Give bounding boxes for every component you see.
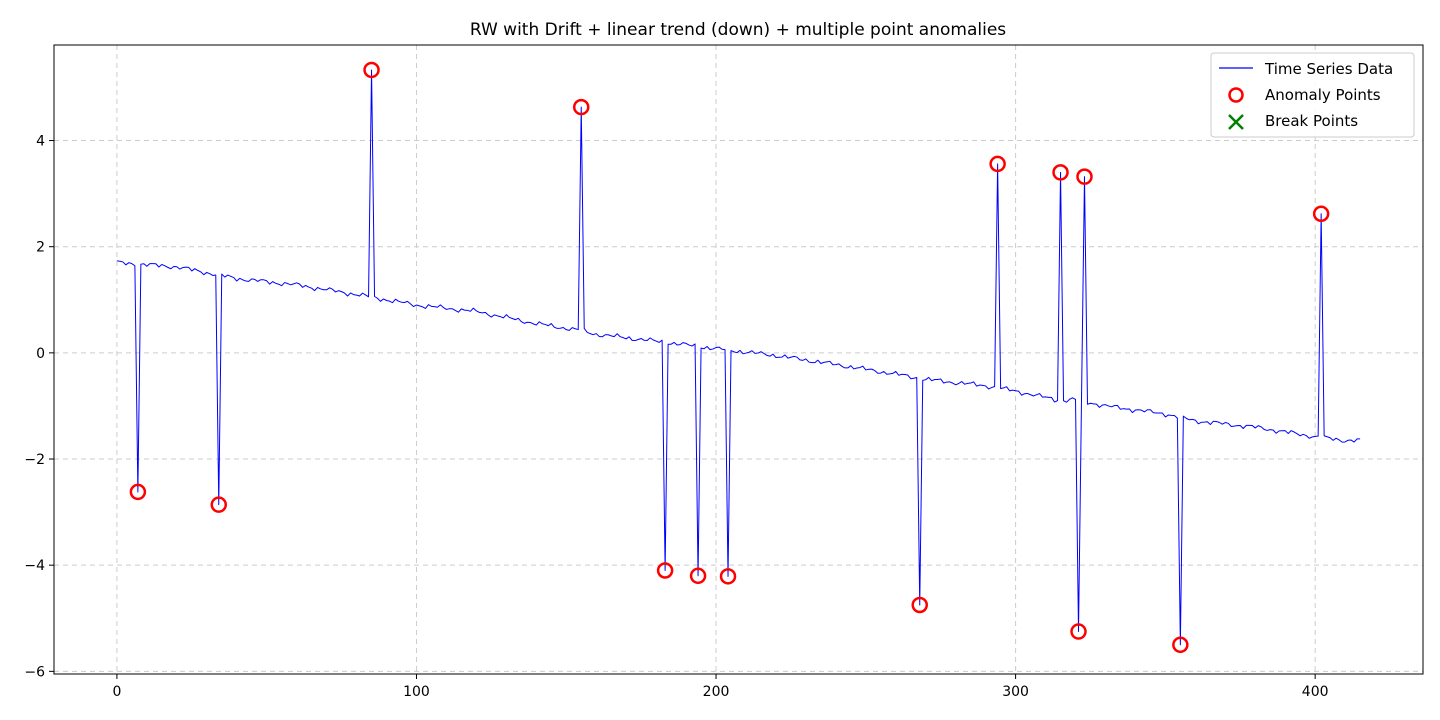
anomaly-points-group [129,61,1330,654]
legend: Time Series Data Anomaly Points Break Po… [1210,52,1415,138]
y-tick-label: 0 [36,346,45,362]
series-line-group [116,69,1361,646]
x-tick-label: 100 [403,684,430,700]
anomaly-point [129,483,147,501]
anomaly-point [363,61,380,79]
legend-x-marker [1228,114,1244,130]
y-tick-label: 2 [36,240,45,256]
anomaly-point [656,562,674,579]
anomaly-point [1172,636,1189,654]
anomaly-point [1312,205,1330,223]
anomaly-point [210,496,228,513]
chart-title: RW with Drift + linear trend (down) + mu… [470,20,1006,40]
x-tick-label: 400 [1302,684,1329,700]
axis-ticks: 0 100 200 300 400 −6 −4 −2 0 2 4 [24,134,1328,700]
anomaly-point [719,568,737,585]
anomaly-point [1076,168,1093,185]
anomaly-point [1052,164,1069,181]
grid [54,45,1423,674]
anomaly-point [911,596,928,614]
y-tick-label: −2 [24,452,45,468]
legend-item-anomaly-points: Anomaly Points [1265,86,1381,104]
legend-box [1210,52,1415,138]
plot-frame [53,44,1424,675]
anomaly-point [572,98,590,116]
x-tick-label: 0 [112,684,121,700]
series-line-time-series [116,69,1361,646]
anomaly-point [1070,623,1087,640]
y-tick-label: −4 [24,558,45,574]
y-tick-label: −6 [24,664,45,680]
x-tick-label: 200 [703,684,730,700]
legend-item-break-points: Break Points [1265,112,1358,130]
x-tick-label: 300 [1002,684,1029,700]
anomaly-point [689,567,707,585]
y-tick-label: 4 [36,134,45,150]
legend-item-time-series: Time Series Data [1264,60,1393,78]
anomaly-point [989,155,1006,173]
legend-circle-marker [1228,87,1244,103]
